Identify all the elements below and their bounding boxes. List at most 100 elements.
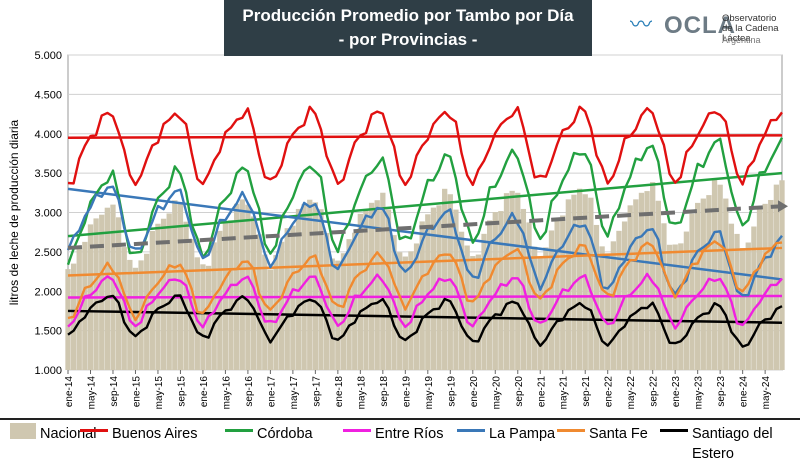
nacional-bar [127, 259, 133, 370]
trend-line [67, 171, 783, 238]
y-tick-label: 4.000 [34, 129, 62, 141]
x-tick-label: sep-23 [716, 376, 727, 407]
legend-label: Buenos Aires [112, 426, 198, 442]
x-tick-label: may-15 [154, 376, 165, 410]
nacional-bar [447, 194, 453, 370]
y-tick-label: 3.500 [34, 168, 62, 180]
nacional-bar [492, 212, 498, 370]
nacional-bar [374, 200, 380, 370]
nacional-bar [160, 218, 167, 370]
nacional-bar [666, 244, 673, 370]
nacional-bar [678, 243, 684, 370]
x-tick-label: may-19 [424, 376, 435, 410]
nacional-bar [475, 254, 482, 370]
series-line [67, 272, 783, 330]
nacional-bar [599, 246, 605, 370]
nacional-bar [554, 219, 560, 370]
x-tick-label: may-16 [221, 376, 232, 410]
nacional-bar [436, 205, 442, 370]
chart-title-line2: - por Provincias - [338, 30, 478, 49]
legend-label: Santiago del Estero [692, 426, 773, 462]
nacional-bar [267, 269, 274, 370]
nacional-bar [655, 200, 661, 370]
x-tick-label: sep-19 [446, 376, 457, 407]
nacional-bar [711, 179, 718, 370]
nacional-bar [695, 202, 701, 370]
y-tick-label: 5.000 [34, 50, 62, 62]
logo-line2: de la Cadena Láctea [722, 23, 779, 44]
nacional-bar [166, 213, 172, 370]
nacional-bar [312, 202, 319, 370]
nacional-bar [509, 190, 515, 370]
nacional-bar [470, 256, 476, 370]
nacional-bar [368, 202, 375, 370]
nacional-bar [200, 264, 206, 370]
nacional-bar [531, 246, 538, 370]
nacional-bar [633, 199, 639, 370]
legend-label: Córdoba [257, 426, 313, 442]
series-line [66, 137, 784, 266]
x-tick-label: sep-20 [514, 376, 525, 407]
nacional-bar [683, 231, 690, 370]
nacional-bar [706, 195, 712, 370]
x-tick-label: may-24 [761, 376, 772, 410]
nacional-bar [734, 233, 740, 370]
y-axis-label: litros de leche de producción diaria [7, 119, 21, 305]
x-tick-label: sep-14 [109, 376, 120, 407]
x-tick-label: ene-16 [199, 376, 210, 408]
x-tick-label: may-18 [356, 376, 367, 410]
nacional-bar [779, 180, 785, 370]
x-tick-label: sep-15 [176, 376, 187, 407]
x-tick-label: ene-24 [739, 376, 750, 408]
x-tick-label: sep-16 [244, 376, 255, 407]
x-tick-label: may-14 [86, 376, 97, 410]
nacional-bar [301, 204, 307, 370]
nacional-bar [739, 248, 746, 370]
logo-brand: OCLA [664, 12, 736, 39]
nacional-bar [323, 232, 330, 370]
nacional-bar [346, 239, 352, 370]
legend-swatch [343, 429, 371, 432]
nacional-bar [605, 253, 611, 370]
x-tick-label: sep-22 [649, 376, 660, 407]
nacional-bar [425, 214, 431, 370]
nacional-bar [464, 245, 470, 370]
nacional-bar [211, 242, 217, 370]
x-tick-label: sep-21 [581, 376, 592, 407]
y-tick-label: 2.000 [34, 286, 62, 298]
nacional-bar [245, 204, 251, 370]
nacional-bar [352, 232, 358, 370]
legend-swatch [557, 429, 585, 432]
nacional-trend-line [67, 204, 783, 250]
nacional-bar [234, 203, 240, 370]
nacional-bar [121, 247, 127, 370]
nacional-bar [340, 253, 347, 370]
chart-title: Producción Promedio por Tambo por Día - … [224, 0, 592, 56]
nacional-bar [672, 244, 678, 370]
nacional-bar [357, 213, 363, 370]
x-tick-label: may-23 [694, 376, 705, 410]
x-tick-label: ene-14 [64, 376, 75, 408]
y-tick-label: 1.500 [34, 326, 62, 338]
nacional-bar [543, 247, 549, 370]
nacional-bar [762, 203, 768, 370]
nacional-bar [82, 241, 88, 370]
x-tick-label: sep-18 [379, 376, 390, 407]
y-tick-label: 3.000 [34, 208, 62, 220]
trend-line [67, 246, 783, 277]
series-line [67, 240, 783, 322]
nacional-bar [756, 208, 763, 370]
nacional-bar [773, 184, 780, 370]
nacional-bar [560, 215, 566, 370]
logo-country: Argentina [722, 35, 761, 45]
nacional-bar [689, 213, 695, 370]
trend-line [67, 134, 783, 139]
nacional-bar [408, 251, 414, 370]
nacional-bar [307, 199, 313, 370]
nacional-bar [99, 214, 105, 370]
legend-swatch [80, 429, 108, 432]
x-tick-label: sep-17 [311, 376, 322, 407]
nacional-bar [402, 256, 408, 370]
nacional-bar [616, 230, 622, 370]
x-tick-label: ene-15 [131, 376, 142, 408]
